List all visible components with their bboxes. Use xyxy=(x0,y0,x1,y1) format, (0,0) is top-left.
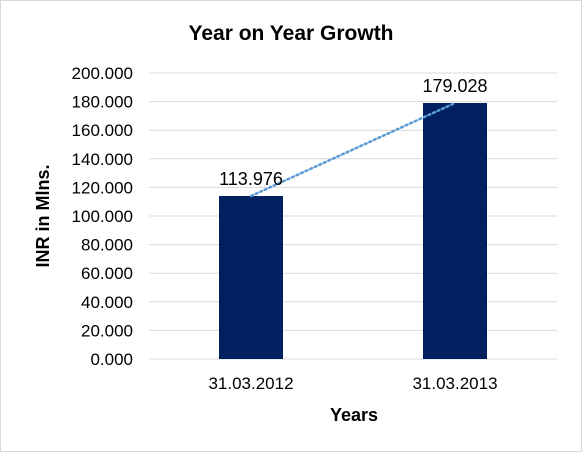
y-tick-label: 140.000 xyxy=(72,150,133,169)
trendline-line xyxy=(249,101,457,198)
bar xyxy=(219,196,283,359)
y-axis-title: INR in Mlns. xyxy=(33,165,53,268)
gridlines xyxy=(149,72,557,360)
x-axis-tick-labels: 31.03.2012 31.03.2013 xyxy=(208,374,497,393)
x-tick-label: 31.03.2013 xyxy=(412,374,497,393)
y-tick-label: 60.000 xyxy=(81,264,133,283)
y-tick-label: 100.000 xyxy=(72,207,133,226)
y-tick-label: 20.000 xyxy=(81,321,133,340)
y-axis-tick-labels: 0.000 20.000 40.000 60.000 80.000 100.000 120.… xyxy=(72,64,133,369)
data-label: 179.028 xyxy=(422,76,487,96)
trendline xyxy=(249,101,457,198)
y-tick-label: 160.000 xyxy=(72,121,133,140)
y-tick-label: 120.000 xyxy=(72,178,133,197)
y-tick-label: 200.000 xyxy=(72,64,133,83)
y-tick-label: 180.000 xyxy=(72,93,133,112)
x-tick-label: 31.03.2012 xyxy=(208,374,293,393)
chart-title: Year on Year Growth xyxy=(188,22,393,45)
data-label: 113.976 xyxy=(219,169,283,189)
y-tick-label: 40.000 xyxy=(81,293,133,312)
y-tick-label: 0.000 xyxy=(90,350,133,369)
y-tick-label: 80.000 xyxy=(81,236,133,255)
bar xyxy=(423,102,487,359)
bars xyxy=(219,102,487,359)
data-labels: 113.976 179.028 xyxy=(219,76,487,189)
x-axis-title: Years xyxy=(330,405,378,425)
